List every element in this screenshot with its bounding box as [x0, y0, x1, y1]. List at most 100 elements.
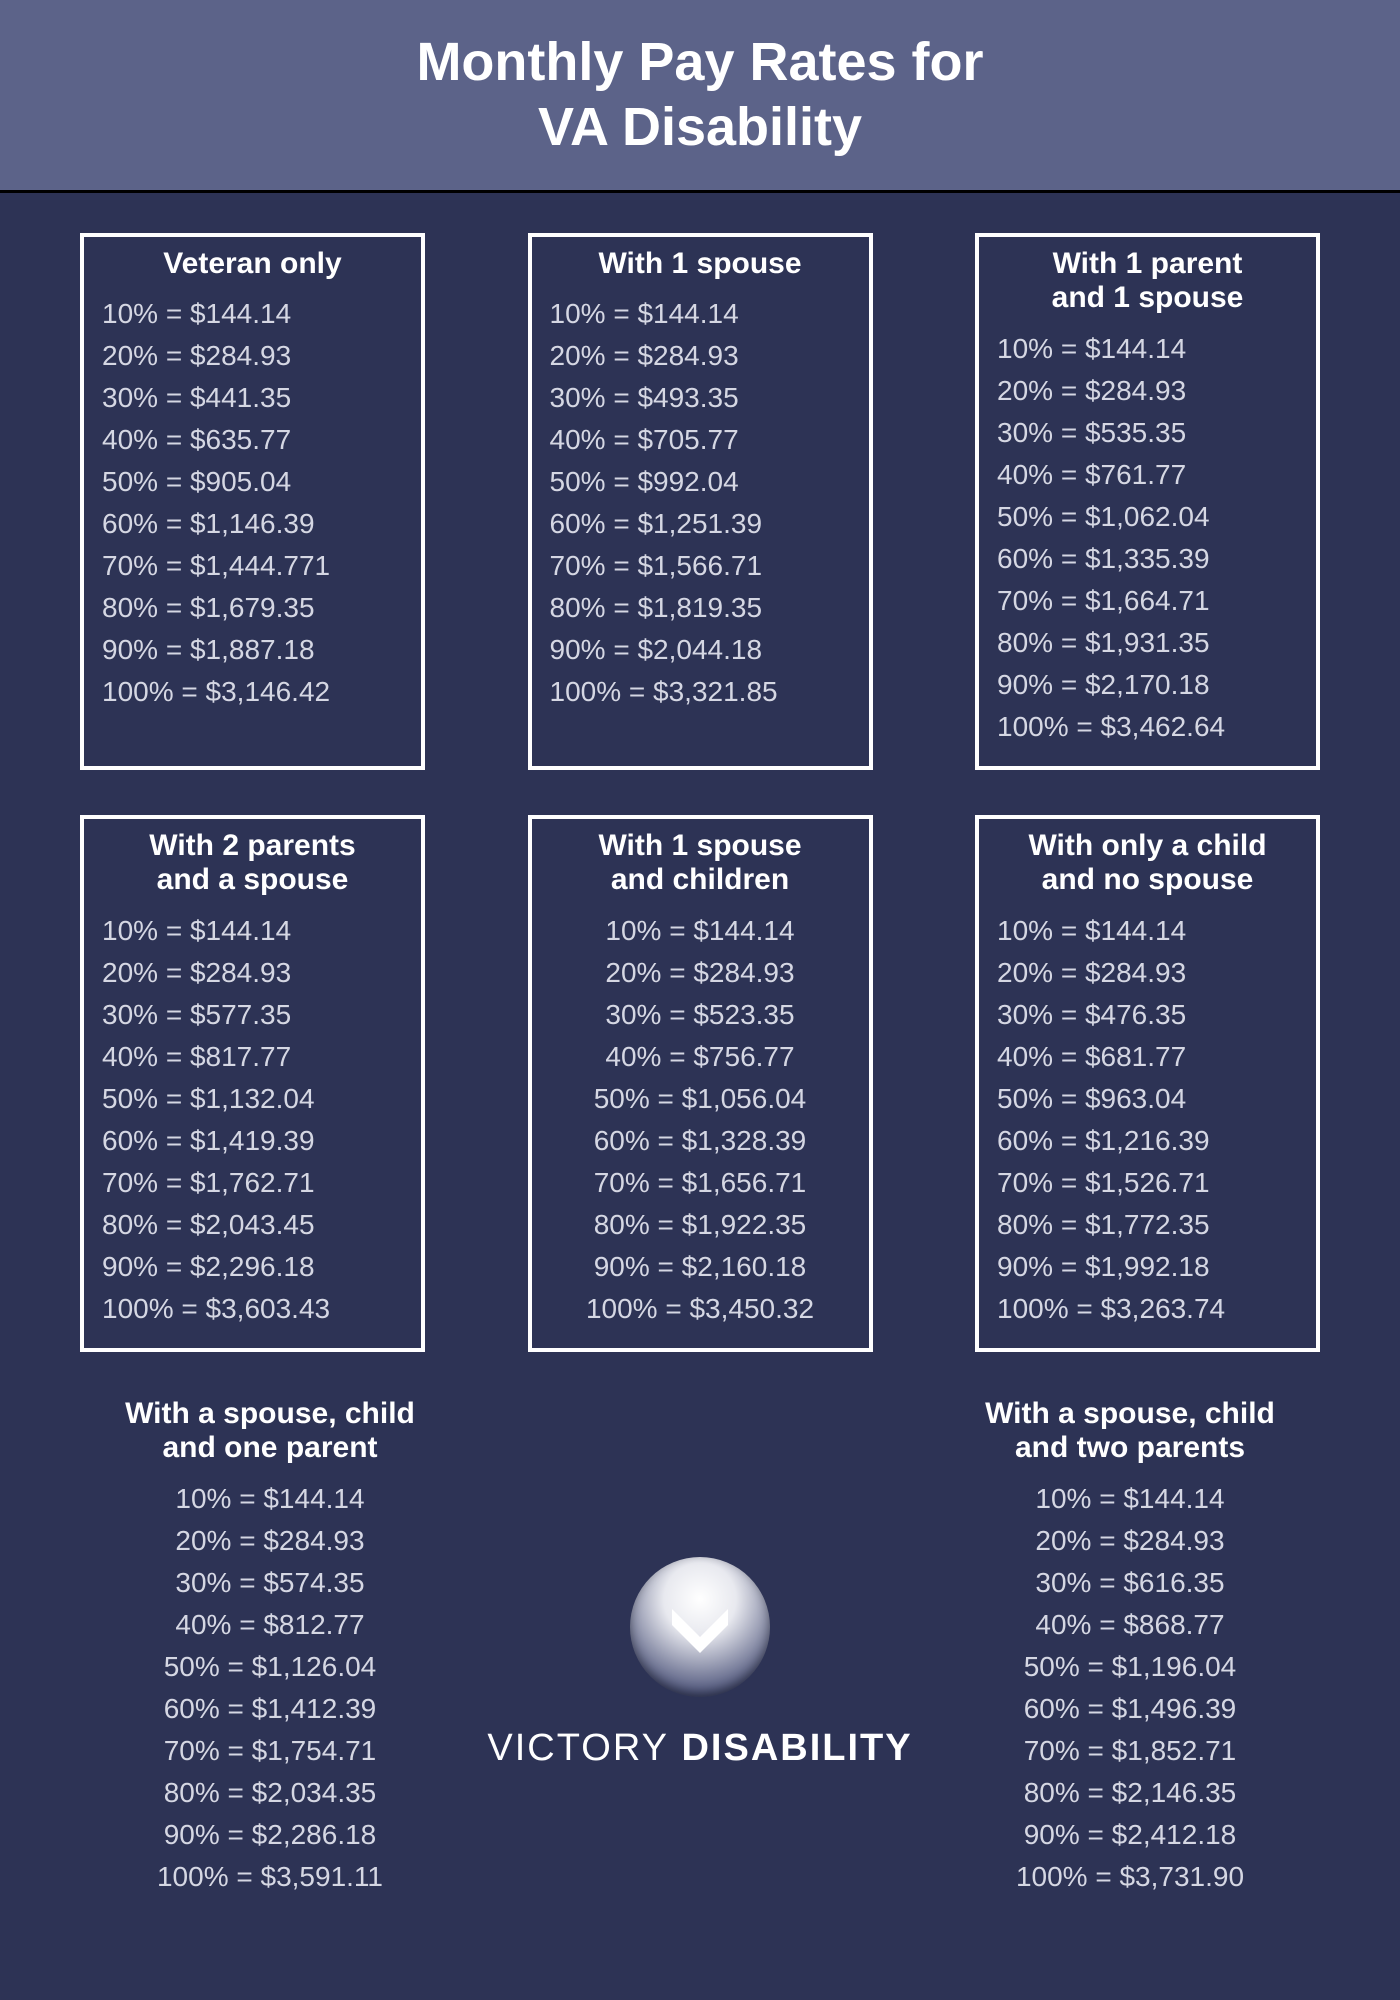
brand-name-bold: DISABILITY	[681, 1727, 912, 1769]
rate-item: 90% = $2,044.18	[550, 629, 851, 671]
card-title: With 1 spouseand children	[550, 829, 851, 898]
rate-item: 30% = $535.35	[997, 412, 1298, 454]
title-line-1: Monthly Pay Rates for	[416, 32, 983, 92]
rate-item: 70% = $1,664.71	[997, 580, 1298, 622]
rate-item: 50% = $905.04	[102, 461, 403, 503]
rate-item: 50% = $1,056.04	[550, 1078, 851, 1120]
rate-list: 10% = $144.1420% = $284.9330% = $493.354…	[550, 293, 851, 713]
rate-item: 50% = $1,062.04	[997, 496, 1298, 538]
rate-item: 30% = $616.35	[950, 1562, 1310, 1604]
rate-item: 70% = $1,444.771	[102, 545, 403, 587]
rate-list: 10% = $144.1420% = $284.9330% = $523.354…	[550, 910, 851, 1330]
card-row-2: With 2 parentsand a spouse10% = $144.142…	[80, 815, 1320, 1352]
rate-item: 20% = $284.93	[90, 1520, 450, 1562]
rate-item: 30% = $476.35	[997, 994, 1298, 1036]
brand-name: VICTORY DISABILITY	[487, 1727, 912, 1770]
page-title: Monthly Pay Rates for VA Disability	[0, 30, 1400, 160]
rate-item: 30% = $577.35	[102, 994, 403, 1036]
rate-item: 60% = $1,412.39	[90, 1688, 450, 1730]
card-spouse-child-1-parent: With a spouse, childand one parent10% = …	[90, 1397, 450, 1898]
brand-logo: VICTORY DISABILITY	[490, 1397, 910, 1770]
rate-item: 20% = $284.93	[997, 370, 1298, 412]
rate-item: 10% = $144.14	[997, 910, 1298, 952]
rate-item: 50% = $992.04	[550, 461, 851, 503]
rate-item: 60% = $1,328.39	[550, 1120, 851, 1162]
rate-list: 10% = $144.1420% = $284.9330% = $577.354…	[102, 910, 403, 1330]
rate-item: 30% = $441.35	[102, 377, 403, 419]
rate-item: 10% = $144.14	[550, 910, 851, 952]
card-with-1-parent-1-spouse: With 1 parentand 1 spouse 10% = $144.1420…	[975, 233, 1320, 770]
rate-list: 10% = $144.1420% = $284.9330% = $535.354…	[997, 328, 1298, 748]
card-title: With 1 parentand 1 spouse	[997, 247, 1298, 316]
rate-item: 90% = $2,160.18	[550, 1246, 851, 1288]
rate-item: 100% = $3,731.90	[950, 1856, 1310, 1898]
rate-item: 10% = $144.14	[90, 1478, 450, 1520]
rate-item: 80% = $2,146.35	[950, 1772, 1310, 1814]
rate-item: 100% = $3,591.11	[90, 1856, 450, 1898]
rate-item: 100% = $3,321.85	[550, 671, 851, 713]
rate-item: 80% = $2,034.35	[90, 1772, 450, 1814]
rate-item: 20% = $284.93	[950, 1520, 1310, 1562]
rate-item: 40% = $756.77	[550, 1036, 851, 1078]
rate-item: 80% = $1,679.35	[102, 587, 403, 629]
rate-item: 70% = $1,762.71	[102, 1162, 403, 1204]
rate-item: 90% = $1,992.18	[997, 1246, 1298, 1288]
card-row-3: With a spouse, childand one parent10% = …	[80, 1397, 1320, 1898]
rate-item: 100% = $3,603.43	[102, 1288, 403, 1330]
rate-item: 90% = $2,286.18	[90, 1814, 450, 1856]
rate-item: 60% = $1,419.39	[102, 1120, 403, 1162]
rate-item: 70% = $1,852.71	[950, 1730, 1310, 1772]
card-title: With a spouse, childand two parents	[950, 1397, 1310, 1466]
rate-item: 70% = $1,566.71	[550, 545, 851, 587]
rate-item: 100% = $3,263.74	[997, 1288, 1298, 1330]
rate-item: 40% = $868.77	[950, 1604, 1310, 1646]
rate-item: 40% = $681.77	[997, 1036, 1298, 1078]
rate-item: 30% = $493.35	[550, 377, 851, 419]
rate-item: 90% = $2,296.18	[102, 1246, 403, 1288]
rate-item: 20% = $284.93	[102, 952, 403, 994]
rate-item: 40% = $635.77	[102, 419, 403, 461]
rate-item: 100% = $3,450.32	[550, 1288, 851, 1330]
rate-item: 90% = $2,412.18	[950, 1814, 1310, 1856]
rate-item: 20% = $284.93	[102, 335, 403, 377]
logo-badge-icon	[630, 1557, 770, 1697]
rate-item: 80% = $2,043.45	[102, 1204, 403, 1246]
chevron-down-icon	[660, 1587, 740, 1667]
rate-item: 70% = $1,656.71	[550, 1162, 851, 1204]
rate-item: 80% = $1,772.35	[997, 1204, 1298, 1246]
content-area: Veteran only10% = $144.1420% = $284.9330…	[0, 193, 1400, 1898]
title-line-2: VA Disability	[538, 97, 862, 157]
rate-item: 80% = $1,931.35	[997, 622, 1298, 664]
rate-item: 40% = $812.77	[90, 1604, 450, 1646]
rate-item: 50% = $1,126.04	[90, 1646, 450, 1688]
rate-item: 50% = $963.04	[997, 1078, 1298, 1120]
rate-item: 70% = $1,754.71	[90, 1730, 450, 1772]
rate-list: 10% = $144.1420% = $284.9330% = $574.354…	[90, 1478, 450, 1898]
page-header: Monthly Pay Rates for VA Disability	[0, 0, 1400, 193]
rate-item: 70% = $1,526.71	[997, 1162, 1298, 1204]
rate-item: 50% = $1,132.04	[102, 1078, 403, 1120]
rate-item: 50% = $1,196.04	[950, 1646, 1310, 1688]
rate-item: 10% = $144.14	[102, 293, 403, 335]
rate-item: 30% = $523.35	[550, 994, 851, 1036]
rate-item: 20% = $284.93	[550, 952, 851, 994]
rate-item: 80% = $1,922.35	[550, 1204, 851, 1246]
rate-item: 60% = $1,146.39	[102, 503, 403, 545]
rate-item: 10% = $144.14	[997, 328, 1298, 370]
card-with-2-parents-spouse: With 2 parentsand a spouse10% = $144.142…	[80, 815, 425, 1352]
rate-list: 10% = $144.1420% = $284.9330% = $441.354…	[102, 293, 403, 713]
brand-name-light: VICTORY	[487, 1727, 669, 1769]
rate-item: 100% = $3,462.64	[997, 706, 1298, 748]
card-with-1-spouse-children: With 1 spouseand children 10% = $144.1420…	[528, 815, 873, 1352]
rate-item: 40% = $817.77	[102, 1036, 403, 1078]
rate-list: 10% = $144.1420% = $284.9330% = $476.354…	[997, 910, 1298, 1330]
rate-item: 20% = $284.93	[550, 335, 851, 377]
rate-item: 90% = $1,887.18	[102, 629, 403, 671]
rate-item: 100% = $3,146.42	[102, 671, 403, 713]
rate-item: 80% = $1,819.35	[550, 587, 851, 629]
rate-item: 10% = $144.14	[102, 910, 403, 952]
card-child-no-spouse: With only a childand no spouse10% = $144…	[975, 815, 1320, 1352]
card-veteran-only: Veteran only10% = $144.1420% = $284.9330…	[80, 233, 425, 770]
card-title: With 1 spouse	[550, 247, 851, 282]
rate-item: 60% = $1,496.39	[950, 1688, 1310, 1730]
